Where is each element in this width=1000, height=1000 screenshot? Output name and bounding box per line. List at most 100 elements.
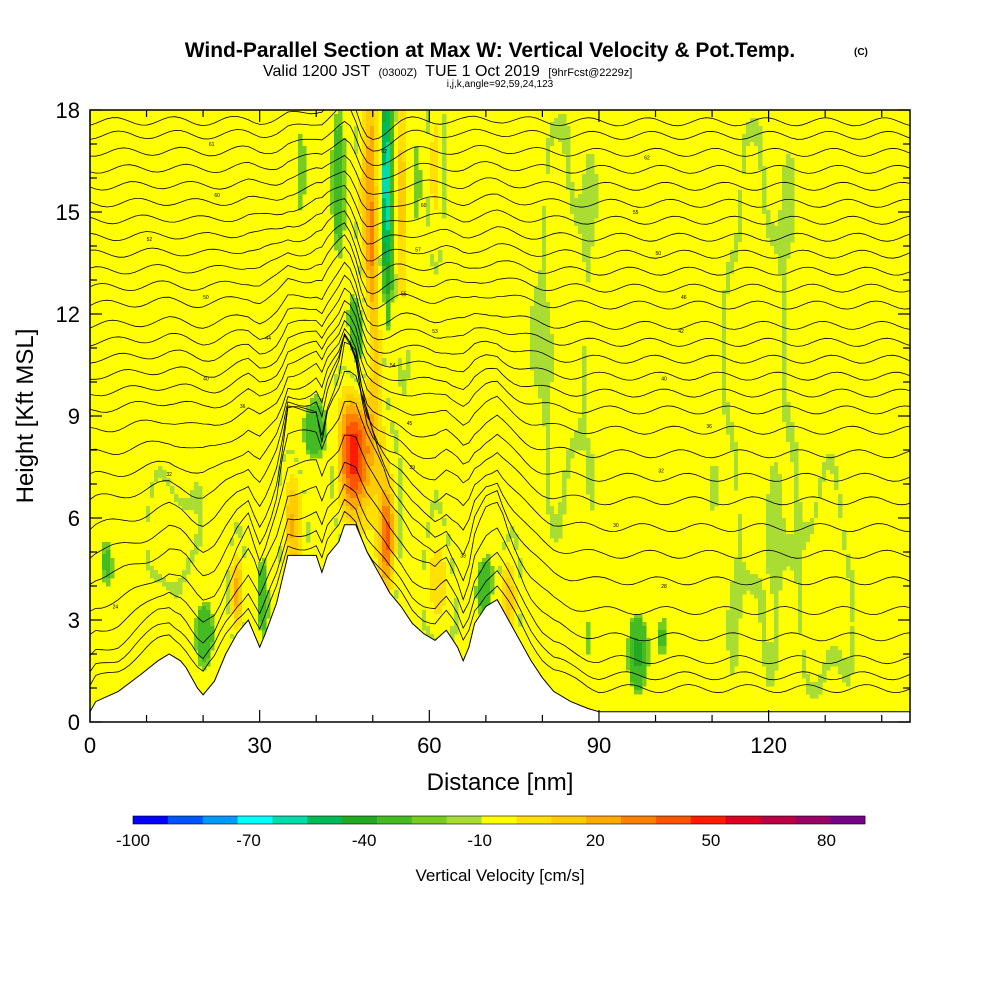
velocity-cell bbox=[366, 230, 371, 235]
velocity-cell bbox=[402, 274, 407, 279]
velocity-cell bbox=[438, 214, 443, 219]
velocity-cell bbox=[154, 494, 159, 499]
velocity-cell bbox=[202, 622, 207, 627]
velocity-cell bbox=[206, 626, 211, 631]
velocity-cell bbox=[438, 538, 443, 543]
velocity-cell bbox=[738, 534, 743, 539]
velocity-cell bbox=[386, 170, 391, 175]
velocity-cell bbox=[558, 242, 563, 247]
velocity-cell bbox=[426, 574, 431, 579]
velocity-cell bbox=[362, 138, 367, 143]
velocity-cell bbox=[146, 562, 151, 567]
velocity-cell bbox=[354, 230, 359, 235]
velocity-cell bbox=[166, 518, 171, 523]
velocity-cell bbox=[158, 486, 163, 491]
velocity-cell bbox=[402, 386, 407, 391]
subtitle-valid: Valid 1200 JST bbox=[263, 63, 371, 80]
velocity-cell bbox=[658, 646, 663, 651]
velocity-cell bbox=[430, 558, 435, 563]
velocity-cell bbox=[162, 542, 167, 547]
velocity-cell bbox=[366, 418, 371, 423]
velocity-cell bbox=[586, 450, 591, 455]
velocity-cell bbox=[738, 406, 743, 411]
velocity-cell bbox=[566, 310, 571, 315]
velocity-cell bbox=[378, 266, 383, 271]
velocity-cell bbox=[478, 598, 483, 603]
velocity-cell bbox=[394, 258, 399, 263]
velocity-cell bbox=[166, 486, 171, 491]
velocity-cell bbox=[102, 542, 107, 547]
velocity-cell bbox=[158, 542, 163, 547]
velocity-cell bbox=[362, 290, 367, 295]
velocity-cell bbox=[154, 546, 159, 551]
velocity-cell bbox=[234, 534, 239, 539]
velocity-cell bbox=[426, 118, 431, 123]
velocity-cell bbox=[738, 322, 743, 327]
velocity-cell bbox=[550, 266, 555, 271]
velocity-cell bbox=[374, 502, 379, 507]
velocity-cell bbox=[150, 526, 155, 531]
velocity-cell bbox=[570, 402, 575, 407]
velocity-cell bbox=[722, 410, 727, 415]
velocity-cell bbox=[362, 450, 367, 455]
velocity-cell bbox=[574, 202, 579, 207]
velocity-cell bbox=[162, 510, 167, 515]
velocity-cell bbox=[374, 518, 379, 523]
velocity-cell bbox=[418, 170, 423, 175]
velocity-cell bbox=[158, 510, 163, 515]
velocity-cell bbox=[302, 426, 307, 431]
velocity-cell bbox=[150, 514, 155, 519]
velocity-cell bbox=[646, 646, 651, 651]
velocity-cell bbox=[550, 430, 555, 435]
velocity-cell bbox=[486, 554, 491, 559]
velocity-cell bbox=[738, 478, 743, 483]
velocity-cell bbox=[166, 522, 171, 527]
velocity-cell bbox=[370, 154, 375, 159]
velocity-cell bbox=[234, 582, 239, 587]
velocity-cell bbox=[382, 250, 387, 255]
velocity-cell bbox=[730, 602, 735, 607]
velocity-cell bbox=[334, 486, 339, 491]
velocity-cell bbox=[338, 138, 343, 143]
velocity-cell bbox=[542, 366, 547, 371]
velocity-cell bbox=[554, 414, 559, 419]
velocity-cell bbox=[182, 546, 187, 551]
velocity-cell bbox=[726, 370, 731, 375]
velocity-cell bbox=[502, 598, 507, 603]
velocity-cell bbox=[590, 506, 595, 511]
velocity-cell bbox=[366, 446, 371, 451]
velocity-cell bbox=[362, 446, 367, 451]
velocity-cell bbox=[374, 398, 379, 403]
velocity-cell bbox=[542, 354, 547, 359]
velocity-cell bbox=[546, 458, 551, 463]
velocity-cell bbox=[170, 498, 175, 503]
velocity-cell bbox=[738, 506, 743, 511]
velocity-cell bbox=[414, 174, 419, 179]
velocity-cell bbox=[590, 498, 595, 503]
velocity-cell bbox=[406, 230, 411, 235]
velocity-cell bbox=[594, 210, 599, 215]
velocity-cell bbox=[342, 154, 347, 159]
velocity-cell bbox=[738, 542, 743, 547]
velocity-cell bbox=[406, 262, 411, 267]
velocity-cell bbox=[354, 310, 359, 315]
velocity-cell bbox=[730, 662, 735, 667]
velocity-cell bbox=[738, 462, 743, 467]
velocity-cell bbox=[530, 342, 535, 347]
velocity-cell bbox=[398, 226, 403, 231]
velocity-cell bbox=[386, 310, 391, 315]
velocity-cell bbox=[574, 282, 579, 287]
velocity-cell bbox=[586, 438, 591, 443]
velocity-cell bbox=[358, 454, 363, 459]
velocity-cell bbox=[390, 262, 395, 267]
velocity-cell bbox=[366, 382, 371, 387]
velocity-cell bbox=[350, 458, 355, 463]
velocity-cell bbox=[286, 542, 291, 547]
velocity-cell bbox=[338, 478, 343, 483]
velocity-cell bbox=[434, 198, 439, 203]
velocity-cell bbox=[498, 566, 503, 571]
velocity-cell bbox=[738, 310, 743, 315]
velocity-cell bbox=[554, 474, 559, 479]
velocity-cell bbox=[642, 638, 647, 643]
velocity-cell bbox=[406, 178, 411, 183]
